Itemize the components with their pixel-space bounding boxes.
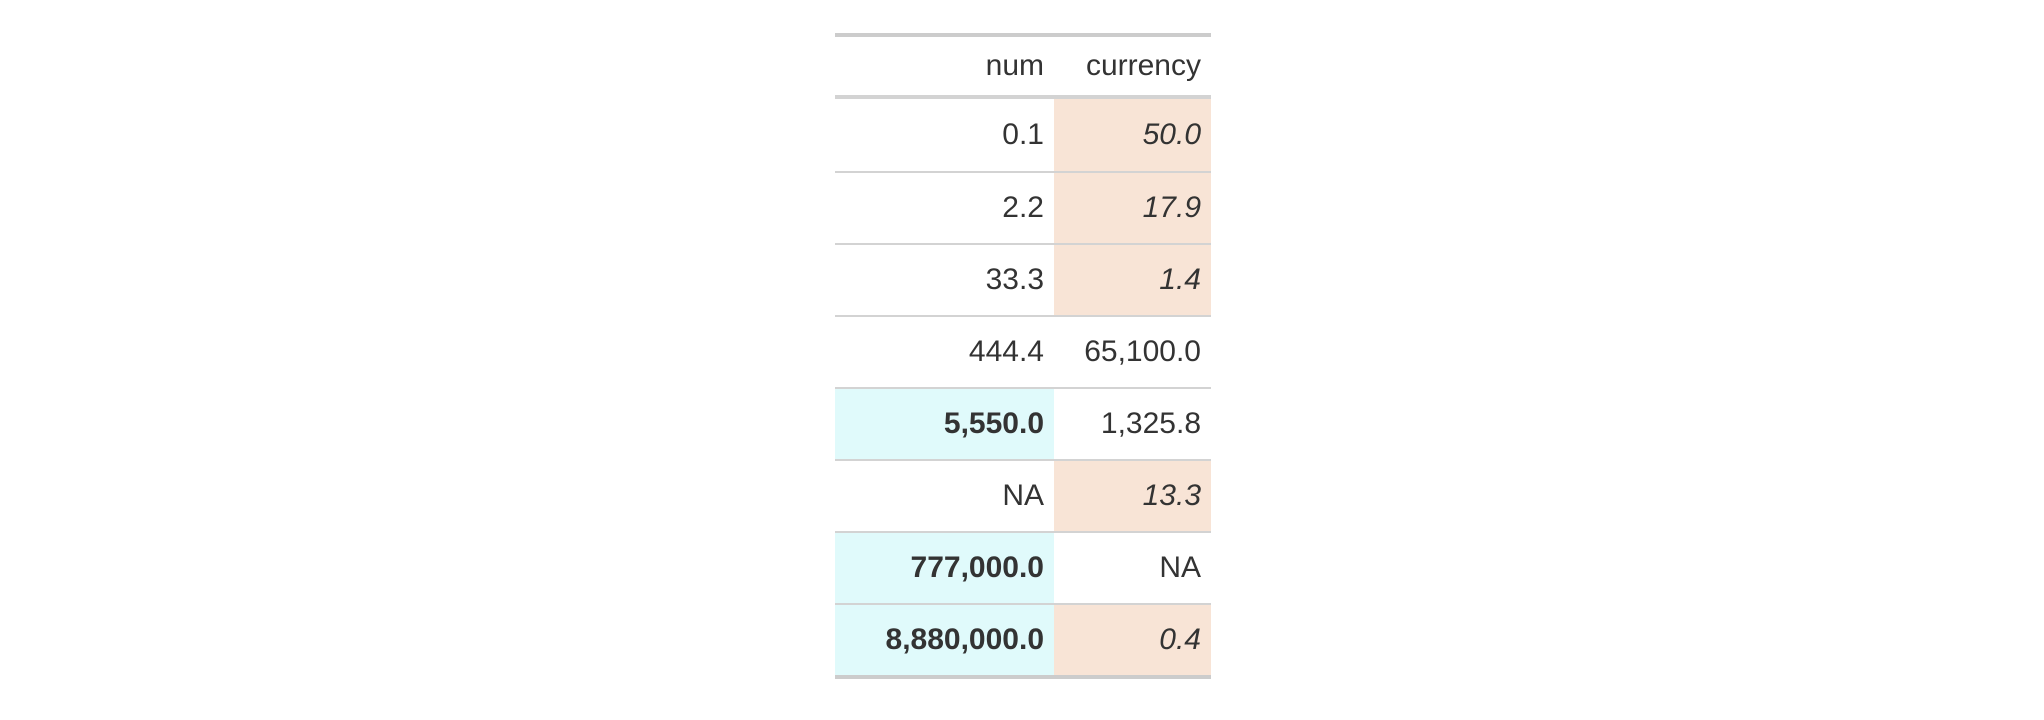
table-row: NA 13.3 bbox=[835, 459, 1211, 531]
cell-currency: 0.4 bbox=[1054, 603, 1211, 679]
table-row: 8,880,000.0 0.4 bbox=[835, 603, 1211, 679]
data-table-container: num currency 0.1 50.0 2.2 17.9 33.3 1.4 bbox=[835, 33, 1211, 679]
table-row: 33.3 1.4 bbox=[835, 243, 1211, 315]
table-row: 0.1 50.0 bbox=[835, 99, 1211, 171]
cell-num: NA bbox=[835, 459, 1054, 531]
table-header: num currency bbox=[835, 33, 1211, 99]
cell-currency: 65,100.0 bbox=[1054, 315, 1211, 387]
cell-currency: 13.3 bbox=[1054, 459, 1211, 531]
cell-currency: 1.4 bbox=[1054, 243, 1211, 315]
cell-currency: 17.9 bbox=[1054, 171, 1211, 243]
cell-num: 444.4 bbox=[835, 315, 1054, 387]
table-row: 777,000.0 NA bbox=[835, 531, 1211, 603]
cell-currency: 1,325.8 bbox=[1054, 387, 1211, 459]
cell-num: 5,550.0 bbox=[835, 387, 1054, 459]
column-header-num: num bbox=[835, 33, 1054, 99]
cell-num: 777,000.0 bbox=[835, 531, 1054, 603]
table-row: 2.2 17.9 bbox=[835, 171, 1211, 243]
cell-num: 8,880,000.0 bbox=[835, 603, 1054, 679]
cell-num: 33.3 bbox=[835, 243, 1054, 315]
table-body: 0.1 50.0 2.2 17.9 33.3 1.4 444.4 65,100.… bbox=[835, 99, 1211, 679]
header-row: num currency bbox=[835, 33, 1211, 99]
data-table: num currency 0.1 50.0 2.2 17.9 33.3 1.4 bbox=[835, 33, 1211, 679]
column-header-currency: currency bbox=[1054, 33, 1211, 99]
cell-currency: NA bbox=[1054, 531, 1211, 603]
table-row: 5,550.0 1,325.8 bbox=[835, 387, 1211, 459]
cell-num: 0.1 bbox=[835, 99, 1054, 171]
cell-num: 2.2 bbox=[835, 171, 1054, 243]
cell-currency: 50.0 bbox=[1054, 99, 1211, 171]
table-row: 444.4 65,100.0 bbox=[835, 315, 1211, 387]
